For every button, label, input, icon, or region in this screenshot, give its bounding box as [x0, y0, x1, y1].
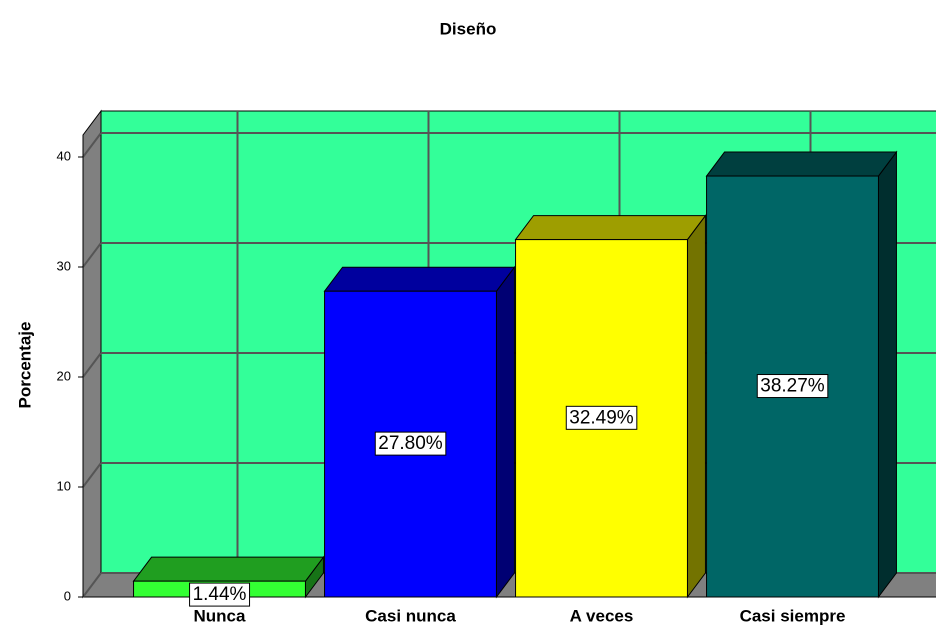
- bar-side: [877, 150, 897, 599]
- x-tick-label: A veces: [570, 606, 634, 625]
- data-label-box: [189, 582, 251, 607]
- data-label: [756, 374, 829, 399]
- bar-top: [132, 556, 325, 582]
- data-label-text: 27.80%: [378, 433, 443, 454]
- grid-line: [82, 132, 102, 158]
- left-wall: [82, 109, 102, 599]
- bar-side: [495, 265, 515, 599]
- x-tick-label: Casi siempre: [740, 606, 846, 625]
- data-label-box: [374, 431, 447, 456]
- y-tick-label: 10: [57, 478, 71, 493]
- y-tick-label: 30: [57, 258, 71, 273]
- bar-side: [686, 214, 706, 599]
- x-tick-label: Nunca: [194, 606, 247, 625]
- y-axis-label: Porcentaje: [15, 322, 34, 409]
- grid-line: [82, 572, 102, 598]
- grid-line: [82, 242, 102, 268]
- data-label-text: 38.27%: [760, 376, 825, 397]
- bar-top: [514, 215, 707, 241]
- data-label: [189, 582, 251, 607]
- data-label-text: 1.44%: [193, 584, 247, 605]
- data-label: [374, 431, 447, 456]
- grid-line: [82, 352, 102, 378]
- bar-top: [705, 151, 898, 177]
- bar: [706, 175, 879, 598]
- data-label-box: [565, 405, 638, 430]
- bar-top: [323, 266, 516, 292]
- x-tick-label: Casi nunca: [365, 606, 456, 625]
- y-tick-label: 40: [57, 148, 71, 163]
- data-label: [565, 405, 638, 430]
- chart-title: Diseño: [440, 19, 497, 38]
- data-label-text: 32.49%: [569, 407, 634, 428]
- y-tick-label: 0: [64, 588, 71, 603]
- y-tick-label: 20: [57, 368, 71, 383]
- data-label-box: [756, 374, 829, 399]
- grid-line: [82, 462, 102, 488]
